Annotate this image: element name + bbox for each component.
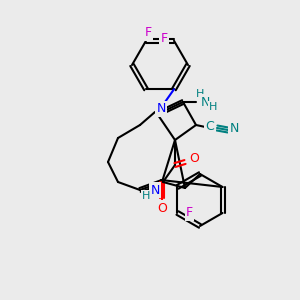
Text: H: H [196,89,204,99]
Text: F: F [160,32,168,45]
Text: N: N [200,95,210,109]
Text: H: H [209,102,217,112]
Text: N: N [229,122,239,136]
Text: N: N [150,184,160,196]
Text: F: F [186,206,193,220]
Text: H: H [142,191,150,201]
Text: C: C [206,121,214,134]
Text: F: F [144,26,152,39]
Text: O: O [189,152,199,166]
Text: N: N [156,103,166,116]
Text: O: O [157,202,167,214]
